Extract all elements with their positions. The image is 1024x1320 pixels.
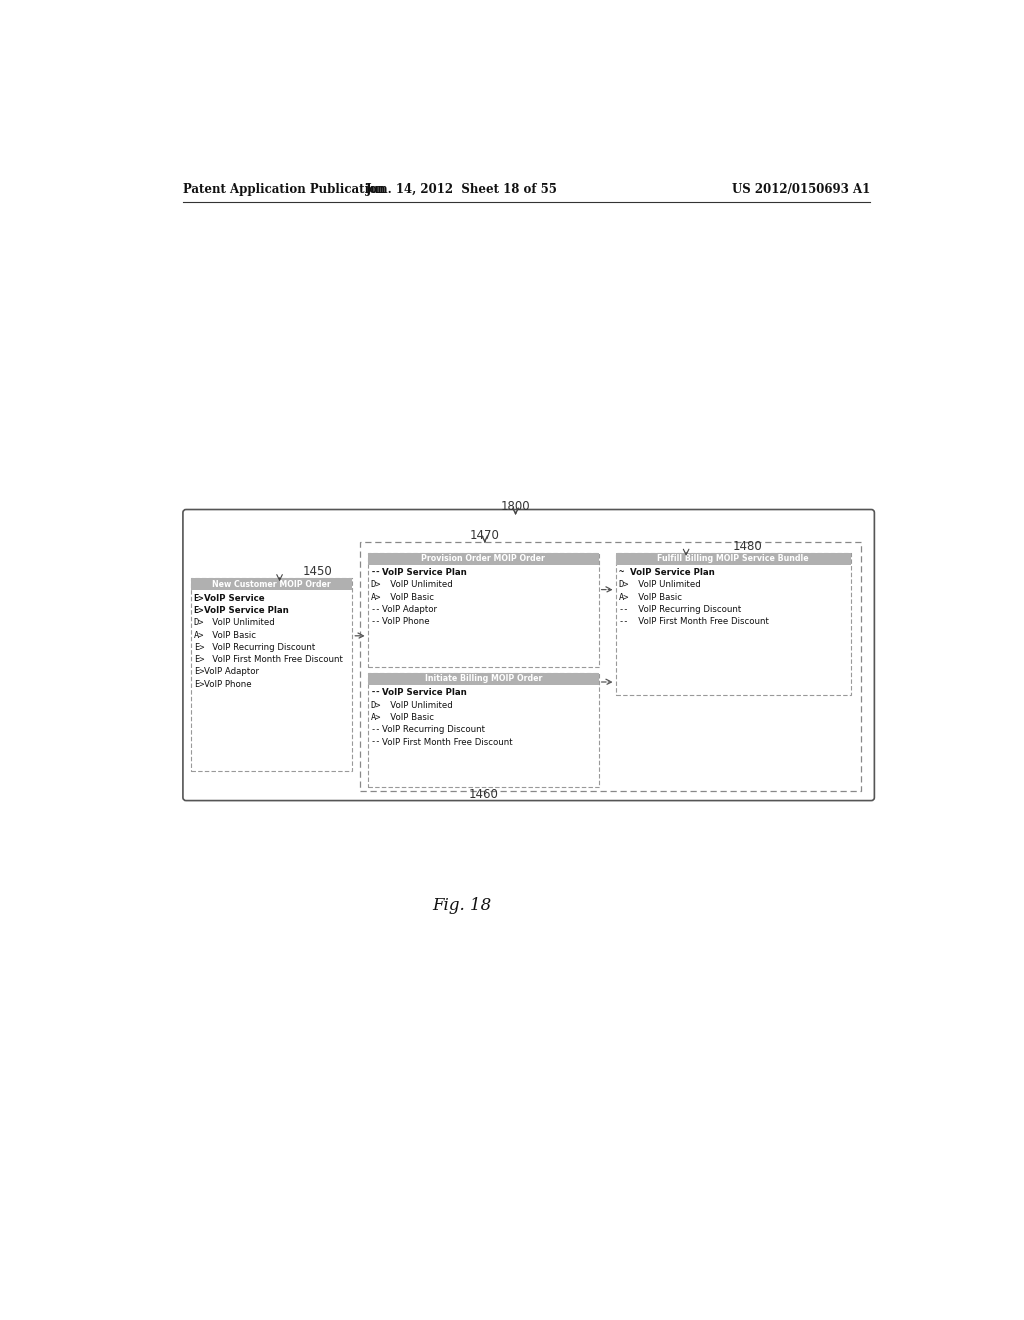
Text: E>: E>	[194, 655, 204, 664]
Text: VoIP Recurring Discount: VoIP Recurring Discount	[382, 725, 484, 734]
Text: E>: E>	[194, 680, 204, 689]
Text: US 2012/0150693 A1: US 2012/0150693 A1	[731, 182, 869, 195]
Text: E>: E>	[194, 606, 204, 615]
Text: --: --	[371, 738, 381, 747]
Text: VoIP Service Plan: VoIP Service Plan	[205, 606, 289, 615]
Bar	[615, 553, 851, 696]
Text: A>: A>	[371, 713, 381, 722]
Bar	[190, 578, 352, 771]
Text: 1460: 1460	[468, 788, 498, 801]
Text: Provision Order MOIP Order: Provision Order MOIP Order	[421, 554, 545, 564]
Text: VoIP Service: VoIP Service	[205, 594, 265, 602]
Text: --: --	[618, 605, 629, 614]
Text: E>: E>	[194, 643, 204, 652]
Text: E>: E>	[194, 594, 204, 602]
Text: A>: A>	[618, 593, 629, 602]
Text: --: --	[371, 605, 381, 614]
Text: E>: E>	[194, 668, 204, 676]
Text: Jun. 14, 2012  Sheet 18 of 55: Jun. 14, 2012 Sheet 18 of 55	[366, 182, 558, 195]
Text: VoIP Phone: VoIP Phone	[205, 680, 252, 689]
Bar	[615, 553, 851, 565]
Text: New Customer MOIP Order: New Customer MOIP Order	[212, 579, 331, 589]
Text: VoIP Basic: VoIP Basic	[382, 713, 433, 722]
Text: VoIP Adaptor: VoIP Adaptor	[205, 668, 259, 676]
Text: Initiate Billing MOIP Order: Initiate Billing MOIP Order	[425, 675, 542, 684]
Text: VoIP First Month Free Discount: VoIP First Month Free Discount	[205, 655, 343, 664]
Text: D>: D>	[194, 618, 204, 627]
Bar	[368, 673, 599, 685]
Text: VoIP Unlimited: VoIP Unlimited	[382, 701, 453, 710]
Text: Patent Application Publication: Patent Application Publication	[183, 182, 385, 195]
Text: VoIP Phone: VoIP Phone	[382, 618, 429, 627]
Text: VoIP First Month Free Discount: VoIP First Month Free Discount	[630, 618, 768, 627]
Text: 1800: 1800	[501, 500, 530, 513]
Bar	[368, 673, 599, 787]
Bar	[190, 578, 352, 590]
Text: D>: D>	[371, 701, 381, 710]
Text: Fulfill Billing MOIP Service Bundle: Fulfill Billing MOIP Service Bundle	[657, 554, 809, 564]
Text: --: --	[371, 725, 381, 734]
Bar	[368, 553, 599, 565]
Text: VoIP Recurring Discount: VoIP Recurring Discount	[205, 643, 315, 652]
Text: 1470: 1470	[470, 529, 500, 543]
Text: VoIP Recurring Discount: VoIP Recurring Discount	[630, 605, 740, 614]
Text: 1450: 1450	[303, 565, 333, 578]
Text: VoIP Basic: VoIP Basic	[630, 593, 682, 602]
Text: D>: D>	[371, 581, 381, 590]
Text: Fig. 18: Fig. 18	[432, 896, 492, 913]
Text: D>: D>	[618, 581, 629, 590]
Text: VoIP Basic: VoIP Basic	[205, 631, 256, 639]
Bar	[360, 543, 860, 792]
Bar	[368, 553, 599, 667]
Text: VoIP Basic: VoIP Basic	[382, 593, 433, 602]
Text: VoIP Service Plan: VoIP Service Plan	[382, 688, 466, 697]
Text: VoIP First Month Free Discount: VoIP First Month Free Discount	[382, 738, 512, 747]
Text: A>: A>	[371, 593, 381, 602]
Text: VoIP Unlimited: VoIP Unlimited	[630, 581, 700, 590]
Text: --: --	[371, 568, 381, 577]
Text: VoIP Service Plan: VoIP Service Plan	[382, 568, 466, 577]
Text: VoIP Adaptor: VoIP Adaptor	[382, 605, 436, 614]
Text: A>: A>	[194, 631, 204, 639]
Text: --: --	[371, 618, 381, 627]
Text: VoIP Unlimited: VoIP Unlimited	[205, 618, 275, 627]
Text: --: --	[371, 688, 381, 697]
Text: --: --	[618, 618, 629, 627]
Text: VoIP Service Plan: VoIP Service Plan	[630, 568, 715, 577]
Text: 1480: 1480	[733, 540, 763, 553]
Text: VoIP Unlimited: VoIP Unlimited	[382, 581, 453, 590]
Text: ~: ~	[618, 568, 624, 577]
